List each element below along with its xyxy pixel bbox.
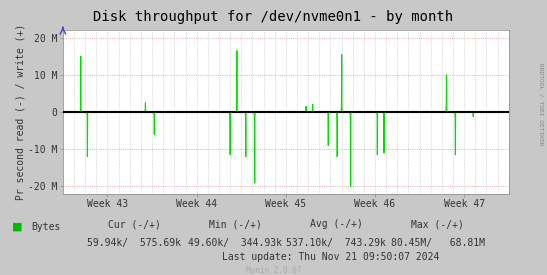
Text: 537.10k/  743.29k: 537.10k/ 743.29k: [287, 238, 386, 248]
Text: Disk throughput for /dev/nvme0n1 - by month: Disk throughput for /dev/nvme0n1 - by mo…: [94, 10, 453, 24]
Text: 59.94k/  575.69k: 59.94k/ 575.69k: [87, 238, 181, 248]
Text: 80.45M/   68.81M: 80.45M/ 68.81M: [391, 238, 485, 248]
Text: Last update: Thu Nov 21 09:50:07 2024: Last update: Thu Nov 21 09:50:07 2024: [222, 252, 440, 262]
Text: Cur (-/+): Cur (-/+): [108, 219, 160, 229]
Text: ■: ■: [12, 222, 22, 232]
Text: RRDTOOL / TOBI OETIKER: RRDTOOL / TOBI OETIKER: [538, 63, 543, 146]
Text: Munin 2.0.67: Munin 2.0.67: [246, 266, 301, 274]
Text: 49.60k/  344.93k: 49.60k/ 344.93k: [188, 238, 282, 248]
Text: Bytes: Bytes: [31, 222, 61, 232]
Text: Avg (-/+): Avg (-/+): [310, 219, 363, 229]
Text: Max (-/+): Max (-/+): [411, 219, 464, 229]
Y-axis label: Pr second read (-) / write (+): Pr second read (-) / write (+): [15, 24, 25, 200]
Text: Min (-/+): Min (-/+): [209, 219, 261, 229]
